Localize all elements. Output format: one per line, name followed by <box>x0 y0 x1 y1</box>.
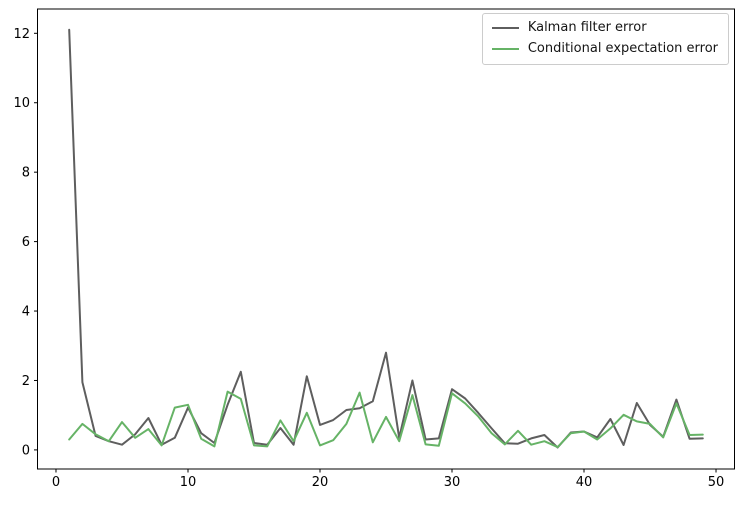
y-tick-label: 8 <box>22 166 30 181</box>
conditional-line-swatch <box>491 47 519 51</box>
x-tick-label: 40 <box>576 475 593 490</box>
legend-label-kalman: Kalman filter error <box>527 20 647 35</box>
x-tick-label: 0 <box>52 475 60 490</box>
axes-spines <box>37 8 735 470</box>
y-tick-label: 2 <box>22 374 30 389</box>
y-tick-label: 0 <box>22 443 30 458</box>
x-tick-label: 30 <box>444 475 461 490</box>
y-tick-label: 12 <box>13 27 30 42</box>
series-line-0 <box>68 28 704 449</box>
x-tick-label: 10 <box>180 475 197 490</box>
x-tick-label: 50 <box>708 475 725 490</box>
kalman-line-swatch <box>491 26 519 30</box>
series-line-1 <box>68 390 704 449</box>
legend: Kalman filter error Conditional expectat… <box>481 13 729 65</box>
x-tick-label: 20 <box>312 475 329 490</box>
y-tick-label: 6 <box>22 235 30 250</box>
legend-label-conditional: Conditional expectation error <box>527 41 718 56</box>
y-tick-label: 10 <box>13 96 30 111</box>
legend-item-kalman-filter-error: Kalman filter error <box>491 20 718 36</box>
y-tick-label: 4 <box>22 305 30 320</box>
legend-item-conditional-expectation-error: Conditional expectation error <box>491 41 718 57</box>
